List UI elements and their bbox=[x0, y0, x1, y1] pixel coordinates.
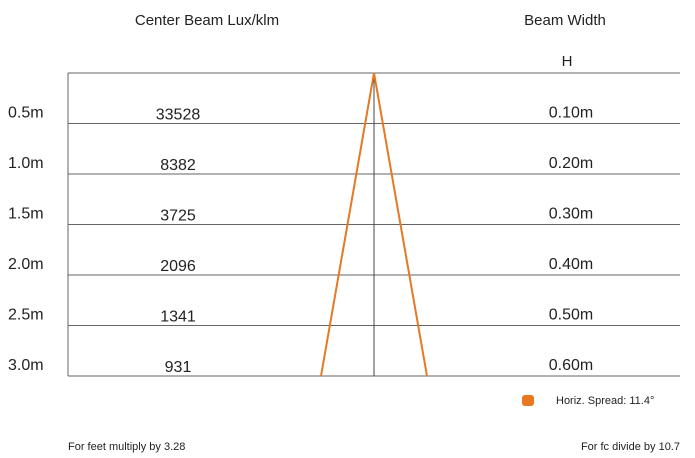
lux-value: 3725 bbox=[160, 208, 196, 225]
distance-label: 3.0m bbox=[8, 357, 44, 374]
width-value: 0.20m bbox=[549, 155, 593, 172]
distance-label: 2.0m bbox=[8, 256, 44, 273]
distance-label: 1.0m bbox=[8, 155, 44, 172]
distance-label: 0.5m bbox=[8, 105, 44, 122]
width-value: 0.60m bbox=[549, 357, 593, 374]
width-sub: H bbox=[562, 53, 573, 70]
legend-label: Horiz. Spread: 11.4° bbox=[556, 395, 654, 407]
lux-value: 2096 bbox=[160, 258, 196, 275]
width-value: 0.10m bbox=[549, 105, 593, 122]
lux-value: 931 bbox=[165, 359, 192, 376]
width-value: 0.30m bbox=[549, 206, 593, 223]
lux-value: 8382 bbox=[160, 157, 196, 174]
distance-label: 2.5m bbox=[8, 307, 44, 324]
lux-value: 1341 bbox=[160, 309, 196, 326]
distance-label: 1.5m bbox=[8, 206, 44, 223]
lux-value: 33528 bbox=[156, 107, 201, 124]
legend-swatch bbox=[522, 395, 534, 406]
width-title: Beam Width bbox=[524, 12, 606, 29]
width-value: 0.50m bbox=[549, 307, 593, 324]
footer-right: For fc divide by 10.7 bbox=[581, 441, 680, 453]
footer-left: For feet multiply by 3.28 bbox=[68, 441, 185, 453]
lux-title: Center Beam Lux/klm bbox=[135, 12, 279, 29]
width-value: 0.40m bbox=[549, 256, 593, 273]
beam-cone bbox=[320, 72, 428, 377]
